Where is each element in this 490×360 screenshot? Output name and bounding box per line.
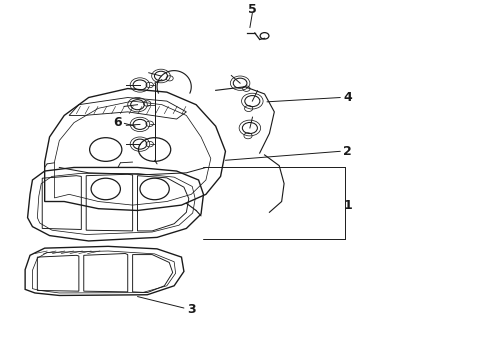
Text: 2: 2 xyxy=(343,145,352,158)
Text: 4: 4 xyxy=(343,91,352,104)
Text: 5: 5 xyxy=(248,3,257,16)
Text: 3: 3 xyxy=(187,303,196,316)
Text: 1: 1 xyxy=(343,199,352,212)
Text: 6: 6 xyxy=(114,116,122,129)
